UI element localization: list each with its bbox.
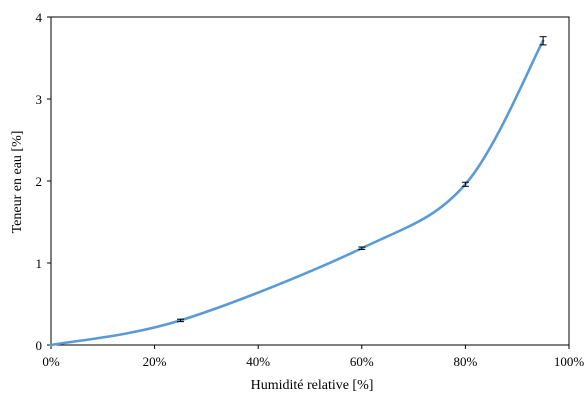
error-bar — [539, 36, 547, 46]
x-tick-label: 0% — [42, 354, 60, 369]
x-tick-label: 100% — [554, 354, 585, 369]
plot-frame — [50, 16, 570, 346]
x-tick-label: 40% — [246, 354, 270, 369]
series — [49, 39, 545, 347]
error-bar — [177, 318, 184, 323]
x-tick-label: 80% — [453, 354, 477, 369]
y-axis-title: Teneur en eau [%] — [10, 131, 25, 234]
x-tick-label: 20% — [143, 354, 167, 369]
y-tick-label: 2 — [36, 174, 43, 189]
y-tick-label: 4 — [36, 10, 43, 25]
axes — [47, 16, 570, 349]
x-axis-title: Humidité relative [%] — [251, 378, 374, 393]
tick-labels: 0% 20% 40% 60% 80% 100% 0 1 2 3 4 — [36, 10, 585, 369]
x-tick-label: 60% — [350, 354, 374, 369]
data-point — [49, 343, 53, 347]
y-tick-label: 3 — [36, 92, 43, 107]
error-bars — [177, 36, 547, 323]
error-bar — [461, 181, 469, 187]
error-bar — [358, 246, 366, 250]
y-tick-label: 1 — [36, 256, 43, 271]
series-line — [49, 39, 545, 347]
y-tick-label: 0 — [36, 338, 43, 353]
